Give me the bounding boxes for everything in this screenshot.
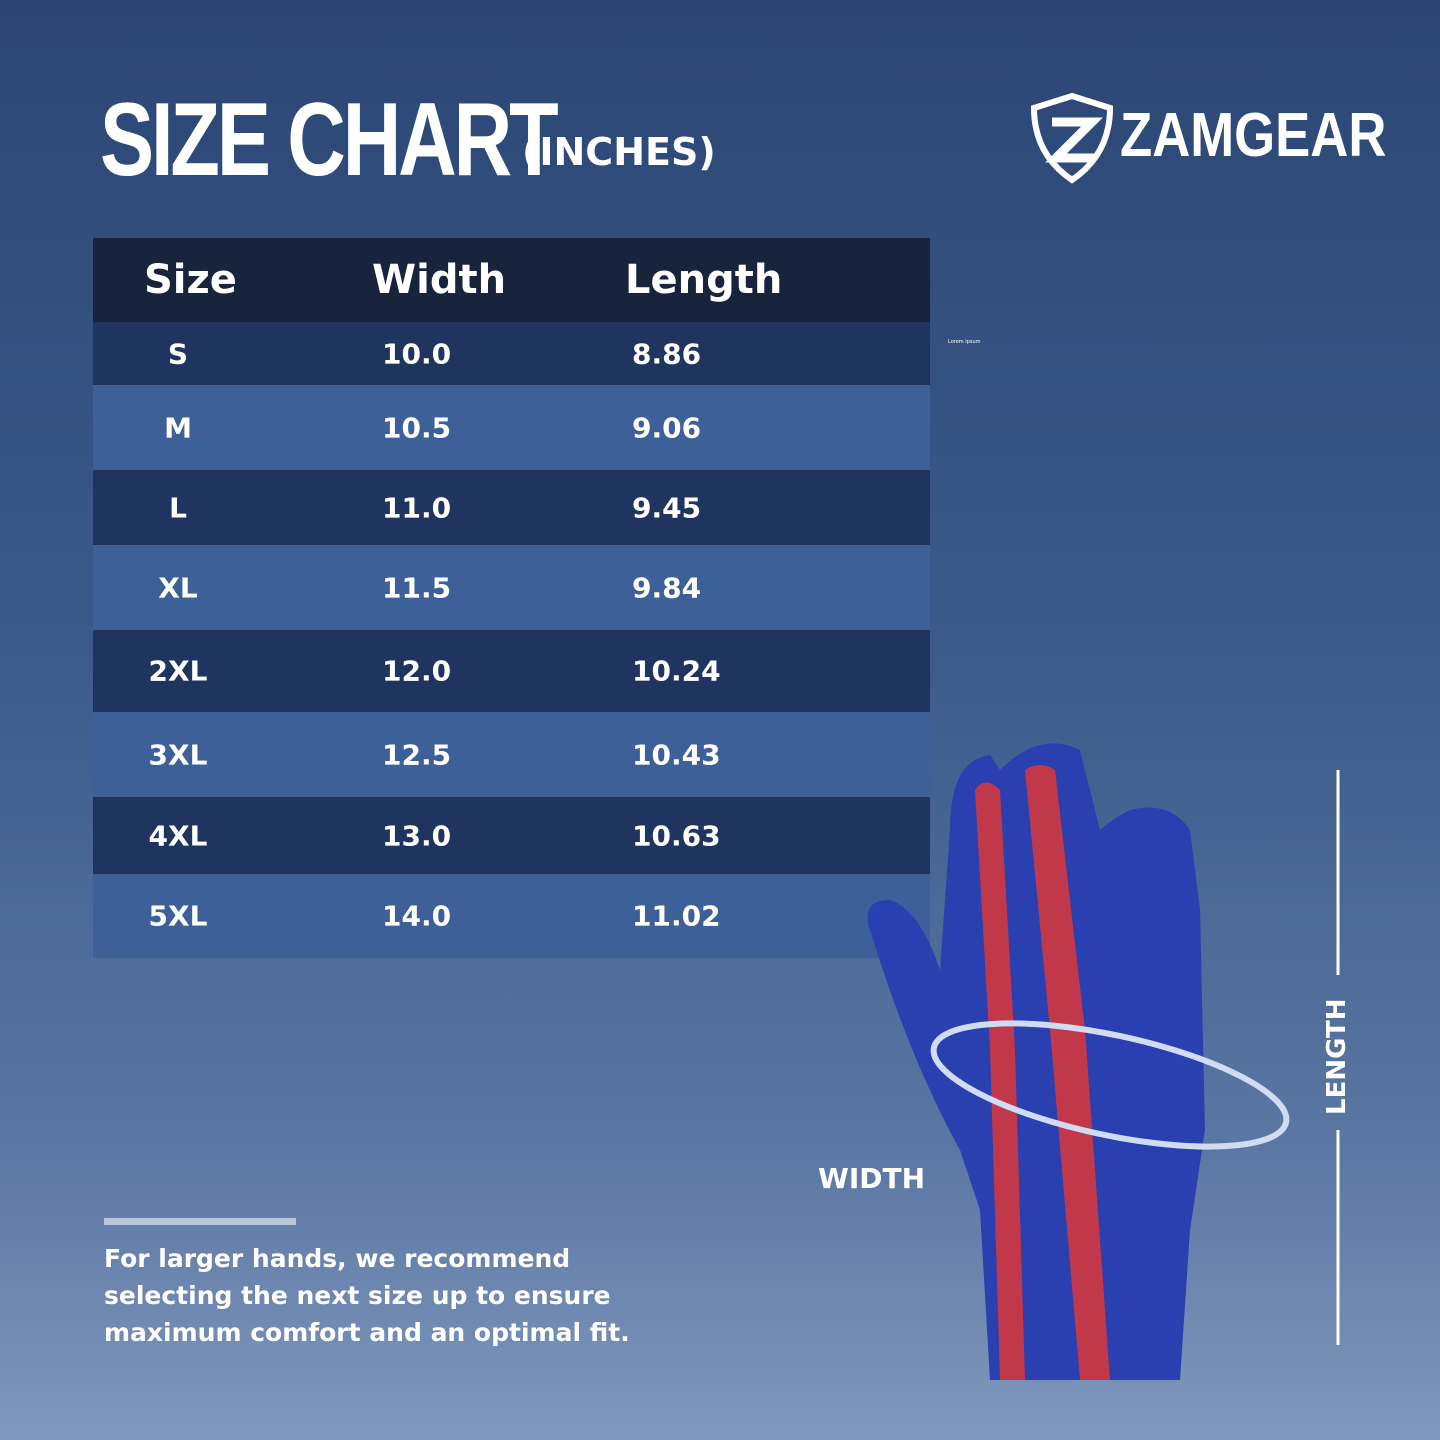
unit: (INCHES) xyxy=(522,130,716,174)
table-row: 3XL 12.5 10.43 xyxy=(93,712,930,797)
table-cell: 8.86 xyxy=(632,337,702,370)
brand-logo xyxy=(1030,92,1114,184)
table-cell: 11.5 xyxy=(382,571,452,604)
table-cell: 10.5 xyxy=(382,411,452,444)
column-header: Size xyxy=(144,257,237,303)
length-label: LENGTH xyxy=(1322,998,1352,1115)
table-row: S 10.0 8.86 xyxy=(93,322,930,385)
stray-text: Lorem Ipsum xyxy=(948,339,981,345)
table-cell: 10.43 xyxy=(632,738,721,771)
table-cell: 9.45 xyxy=(632,491,702,524)
table-cell: XL xyxy=(158,571,198,604)
table-cell: 13.0 xyxy=(382,819,452,852)
table-cell: S xyxy=(167,337,189,370)
table-cell: 12.0 xyxy=(382,654,452,688)
table-row: L 11.0 9.45 xyxy=(93,470,930,545)
table-row: M 10.5 9.06 xyxy=(93,385,930,470)
glove-illustration xyxy=(867,743,1340,1380)
table-cell: 10.24 xyxy=(632,654,721,688)
table-row: 5XL 14.0 11.02 xyxy=(93,874,930,958)
table-cell: 10.0 xyxy=(382,337,452,370)
table-cell: 10.63 xyxy=(632,819,721,852)
table-cell: 3XL xyxy=(148,738,208,771)
table-row: XL 11.5 9.84 xyxy=(93,545,930,630)
table-header: Size Width Length xyxy=(93,238,930,322)
table-cell: 9.84 xyxy=(632,571,702,604)
table-cell: 4XL xyxy=(148,819,208,852)
column-header: Length xyxy=(625,257,783,303)
title: SIZE CHART xyxy=(100,82,559,198)
note: For larger hands, we recommend selecting… xyxy=(104,1244,630,1347)
brand: ZAMGEAR xyxy=(1120,101,1387,170)
table-cell: 11.02 xyxy=(632,899,721,933)
table-cell: 9.06 xyxy=(632,411,702,444)
table-cell: L xyxy=(169,491,187,524)
divider xyxy=(104,1218,296,1225)
table-cell: 11.0 xyxy=(382,491,452,524)
table-cell: 14.0 xyxy=(382,899,452,933)
table-cell: 5XL xyxy=(148,899,208,933)
table-cell: 2XL xyxy=(148,654,208,688)
table-cell: M xyxy=(164,411,192,444)
column-header: Width xyxy=(372,257,507,303)
size-table: Size Width Length S 10.0 8.86 M 10.5 9.06 L 11.0 9.… xyxy=(93,238,930,958)
table-row: 4XL 13.0 10.63 xyxy=(93,797,930,874)
table-row: 2XL 12.0 10.24 xyxy=(93,630,930,712)
table-cell: 12.5 xyxy=(382,738,452,771)
width-label: WIDTH xyxy=(818,1162,926,1195)
